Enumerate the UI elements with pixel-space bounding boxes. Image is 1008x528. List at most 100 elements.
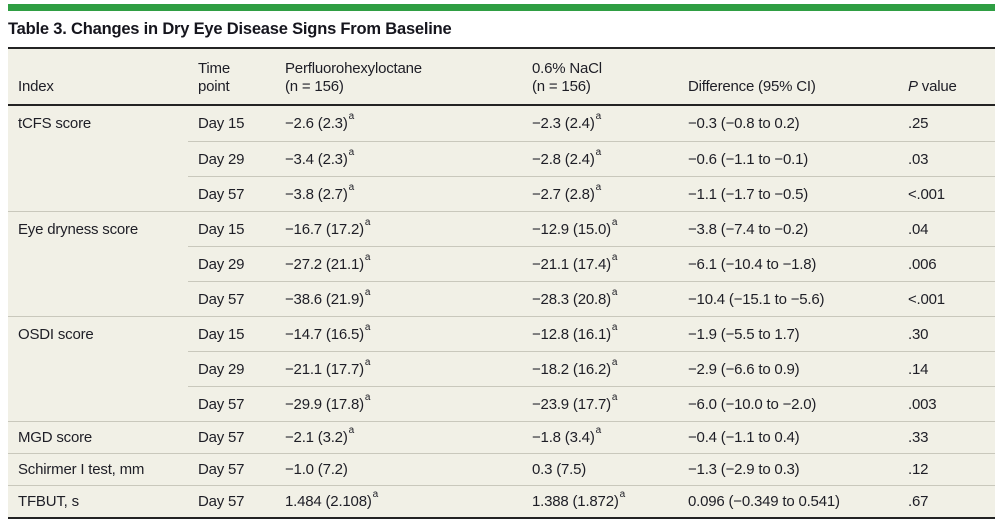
- footnote-marker: a: [595, 146, 602, 158]
- cell-pfho: −27.2 (21.1)a: [275, 246, 522, 281]
- cell-index: TFBUT, s: [8, 485, 188, 517]
- cell-nacl: −23.9 (17.7)a: [522, 386, 678, 421]
- cell-time-point: Day 57: [188, 386, 275, 421]
- cell-nacl: −18.2 (16.2)a: [522, 351, 678, 386]
- cell-pfho: −29.9 (17.8)a: [275, 386, 522, 421]
- table-row: Day 57 −38.6 (21.9)a −28.3 (20.8)a −10.4…: [8, 281, 995, 316]
- cell-index: [8, 281, 188, 316]
- cell-nacl: 0.3 (7.5): [522, 453, 678, 485]
- cell-p-value: .03: [898, 141, 995, 176]
- cell-difference: −2.9 (−6.6 to 0.9): [678, 351, 898, 386]
- footnote-marker: a: [348, 181, 355, 193]
- table-body-area: Index Time point Perfluorohexyloctane (n…: [8, 49, 995, 517]
- cell-time-point: Day 15: [188, 316, 275, 351]
- cell-index: [8, 176, 188, 211]
- cell-time-point: Day 15: [198, 115, 245, 132]
- cell-difference: −3.8 (−7.4 to −0.2): [678, 211, 898, 246]
- table-title-band: Table 3. Changes in Dry Eye Disease Sign…: [8, 11, 995, 47]
- rule-under-header: [8, 104, 995, 106]
- cell-p-value: .006: [898, 246, 995, 281]
- column-header-index: Index: [18, 78, 54, 96]
- cell-p-value: .12: [898, 453, 995, 485]
- footnote-marker: a: [364, 391, 371, 403]
- cell-p-value: <.001: [898, 281, 995, 316]
- column-header-difference: Difference (95% CI): [688, 78, 816, 96]
- cell-p-value: .04: [898, 211, 995, 246]
- cell-time-point: Day 57: [188, 281, 275, 316]
- footnote-marker: a: [348, 425, 355, 436]
- footnote-marker: a: [595, 425, 602, 436]
- column-header-nacl: 0.6% NaCl (n = 156): [532, 59, 602, 96]
- cell-p-value: .25: [908, 115, 929, 132]
- cell-nacl: −2.7 (2.8)a: [522, 176, 678, 211]
- footnote-marker: a: [595, 181, 602, 193]
- footnote-marker: a: [364, 286, 371, 298]
- table-header-row: Index Time point Perfluorohexyloctane (n…: [8, 49, 995, 104]
- table-row: Eye dryness score Day 15 −16.7 (17.2)a −…: [8, 211, 995, 246]
- footnote-marker: a: [611, 356, 618, 368]
- cell-time-point: Day 57: [188, 421, 275, 453]
- cell-difference: 0.096 (−0.349 to 0.541): [678, 485, 898, 517]
- cell-time-point: Day 29: [188, 351, 275, 386]
- cell-nacl: −1.8 (3.4)a: [522, 421, 678, 453]
- cell-index: OSDI score: [8, 316, 188, 351]
- cell-difference: −6.1 (−10.4 to −1.8): [678, 246, 898, 281]
- cell-nacl: −2.3 (2.4)a: [532, 111, 602, 132]
- table-row: TFBUT, s Day 57 1.484 (2.108)a 1.388 (1.…: [8, 485, 995, 517]
- cell-time-point: Day 57: [188, 176, 275, 211]
- cell-pfho: −38.6 (21.9)a: [275, 281, 522, 316]
- footnote-marker: a: [611, 251, 618, 263]
- footnote-marker: a: [372, 489, 379, 500]
- table-title: Table 3. Changes in Dry Eye Disease Sign…: [8, 19, 452, 38]
- cell-nacl: −12.8 (16.1)a: [522, 316, 678, 351]
- column-header-p-value: P value: [898, 78, 995, 104]
- rule-under-title: [8, 47, 995, 49]
- footnote-marker: a: [364, 321, 371, 333]
- table-row: Day 29 −3.4 (2.3)a −2.8 (2.4)a −0.6 (−1.…: [8, 141, 995, 176]
- cell-time-point: Day 29: [188, 246, 275, 281]
- cell-pfho: −3.8 (2.7)a: [275, 176, 522, 211]
- cell-nacl: −12.9 (15.0)a: [522, 211, 678, 246]
- cell-p-value: .33: [898, 421, 995, 453]
- p-value-rest: value: [917, 78, 957, 96]
- cell-time-point: Day 15: [188, 211, 275, 246]
- cell-difference: −6.0 (−10.0 to −2.0): [678, 386, 898, 421]
- cell-nacl: −2.8 (2.4)a: [522, 141, 678, 176]
- cell-difference: −0.3 (−0.8 to 0.2): [688, 115, 800, 132]
- cell-difference: −0.4 (−1.1 to 0.4): [678, 421, 898, 453]
- cell-pfho: −14.7 (16.5)a: [275, 316, 522, 351]
- cell-pfho: 1.484 (2.108)a: [275, 485, 522, 517]
- rule-table-bottom: [8, 517, 995, 519]
- footnote-marker: a: [364, 356, 371, 368]
- cell-difference: −0.6 (−1.1 to −0.1): [678, 141, 898, 176]
- cell-difference: −1.3 (−2.9 to 0.3): [678, 453, 898, 485]
- cell-p-value: <.001: [898, 176, 995, 211]
- footnote-marker: a: [364, 251, 371, 263]
- cell-pfho: −2.1 (3.2)a: [275, 421, 522, 453]
- footnote-marker: a: [364, 216, 371, 228]
- cell-index: Schirmer I test, mm: [8, 453, 188, 485]
- cell-p-value: .003: [898, 386, 995, 421]
- cell-pfho: −1.0 (7.2): [275, 453, 522, 485]
- cell-index: [8, 246, 188, 281]
- cell-difference: −1.1 (−1.7 to −0.5): [678, 176, 898, 211]
- cell-index: [8, 351, 188, 386]
- column-header-perfluorohexyloctane: Perfluorohexyloctane (n = 156): [285, 59, 422, 96]
- footnote-marker: a: [611, 286, 618, 298]
- table-rows: tCFS score Day 15 −2.6 (2.3)a −2.3 (2.4)…: [8, 106, 995, 517]
- cell-time-point: Day 57: [188, 485, 275, 517]
- cell-pfho: −16.7 (17.2)a: [275, 211, 522, 246]
- footnote-marker: a: [595, 111, 602, 122]
- cell-index: MGD score: [8, 421, 188, 453]
- footnote-marker: a: [619, 489, 626, 500]
- footnote-marker: a: [348, 146, 355, 158]
- article-table: Table 3. Changes in Dry Eye Disease Sign…: [8, 4, 995, 519]
- cell-pfho: −21.1 (17.7)a: [275, 351, 522, 386]
- footnote-marker: a: [611, 321, 618, 333]
- cell-nacl: 1.388 (1.872)a: [522, 485, 678, 517]
- p-value-italic-p: P: [908, 78, 918, 96]
- table-row: Schirmer I test, mm Day 57 −1.0 (7.2) 0.…: [8, 453, 995, 485]
- table-row: OSDI score Day 15 −14.7 (16.5)a −12.8 (1…: [8, 316, 995, 351]
- cell-index: tCFS score: [18, 115, 92, 132]
- table-row: Day 57 −29.9 (17.8)a −23.9 (17.7)a −6.0 …: [8, 386, 995, 421]
